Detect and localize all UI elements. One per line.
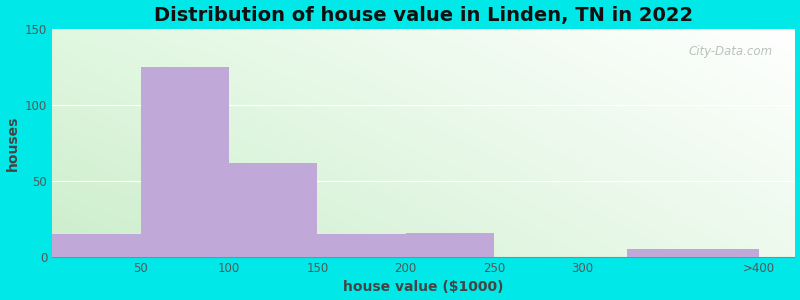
Bar (229, 163, 318, 257)
Bar (406, 233, 494, 257)
Bar (318, 234, 406, 257)
Bar (141, 67, 229, 257)
Text: City-Data.com: City-Data.com (688, 45, 772, 58)
Bar (52, 234, 141, 257)
Y-axis label: houses: houses (6, 115, 19, 171)
X-axis label: house value ($1000): house value ($1000) (343, 280, 503, 294)
Bar (626, 249, 759, 257)
Title: Distribution of house value in Linden, TN in 2022: Distribution of house value in Linden, T… (154, 6, 693, 25)
